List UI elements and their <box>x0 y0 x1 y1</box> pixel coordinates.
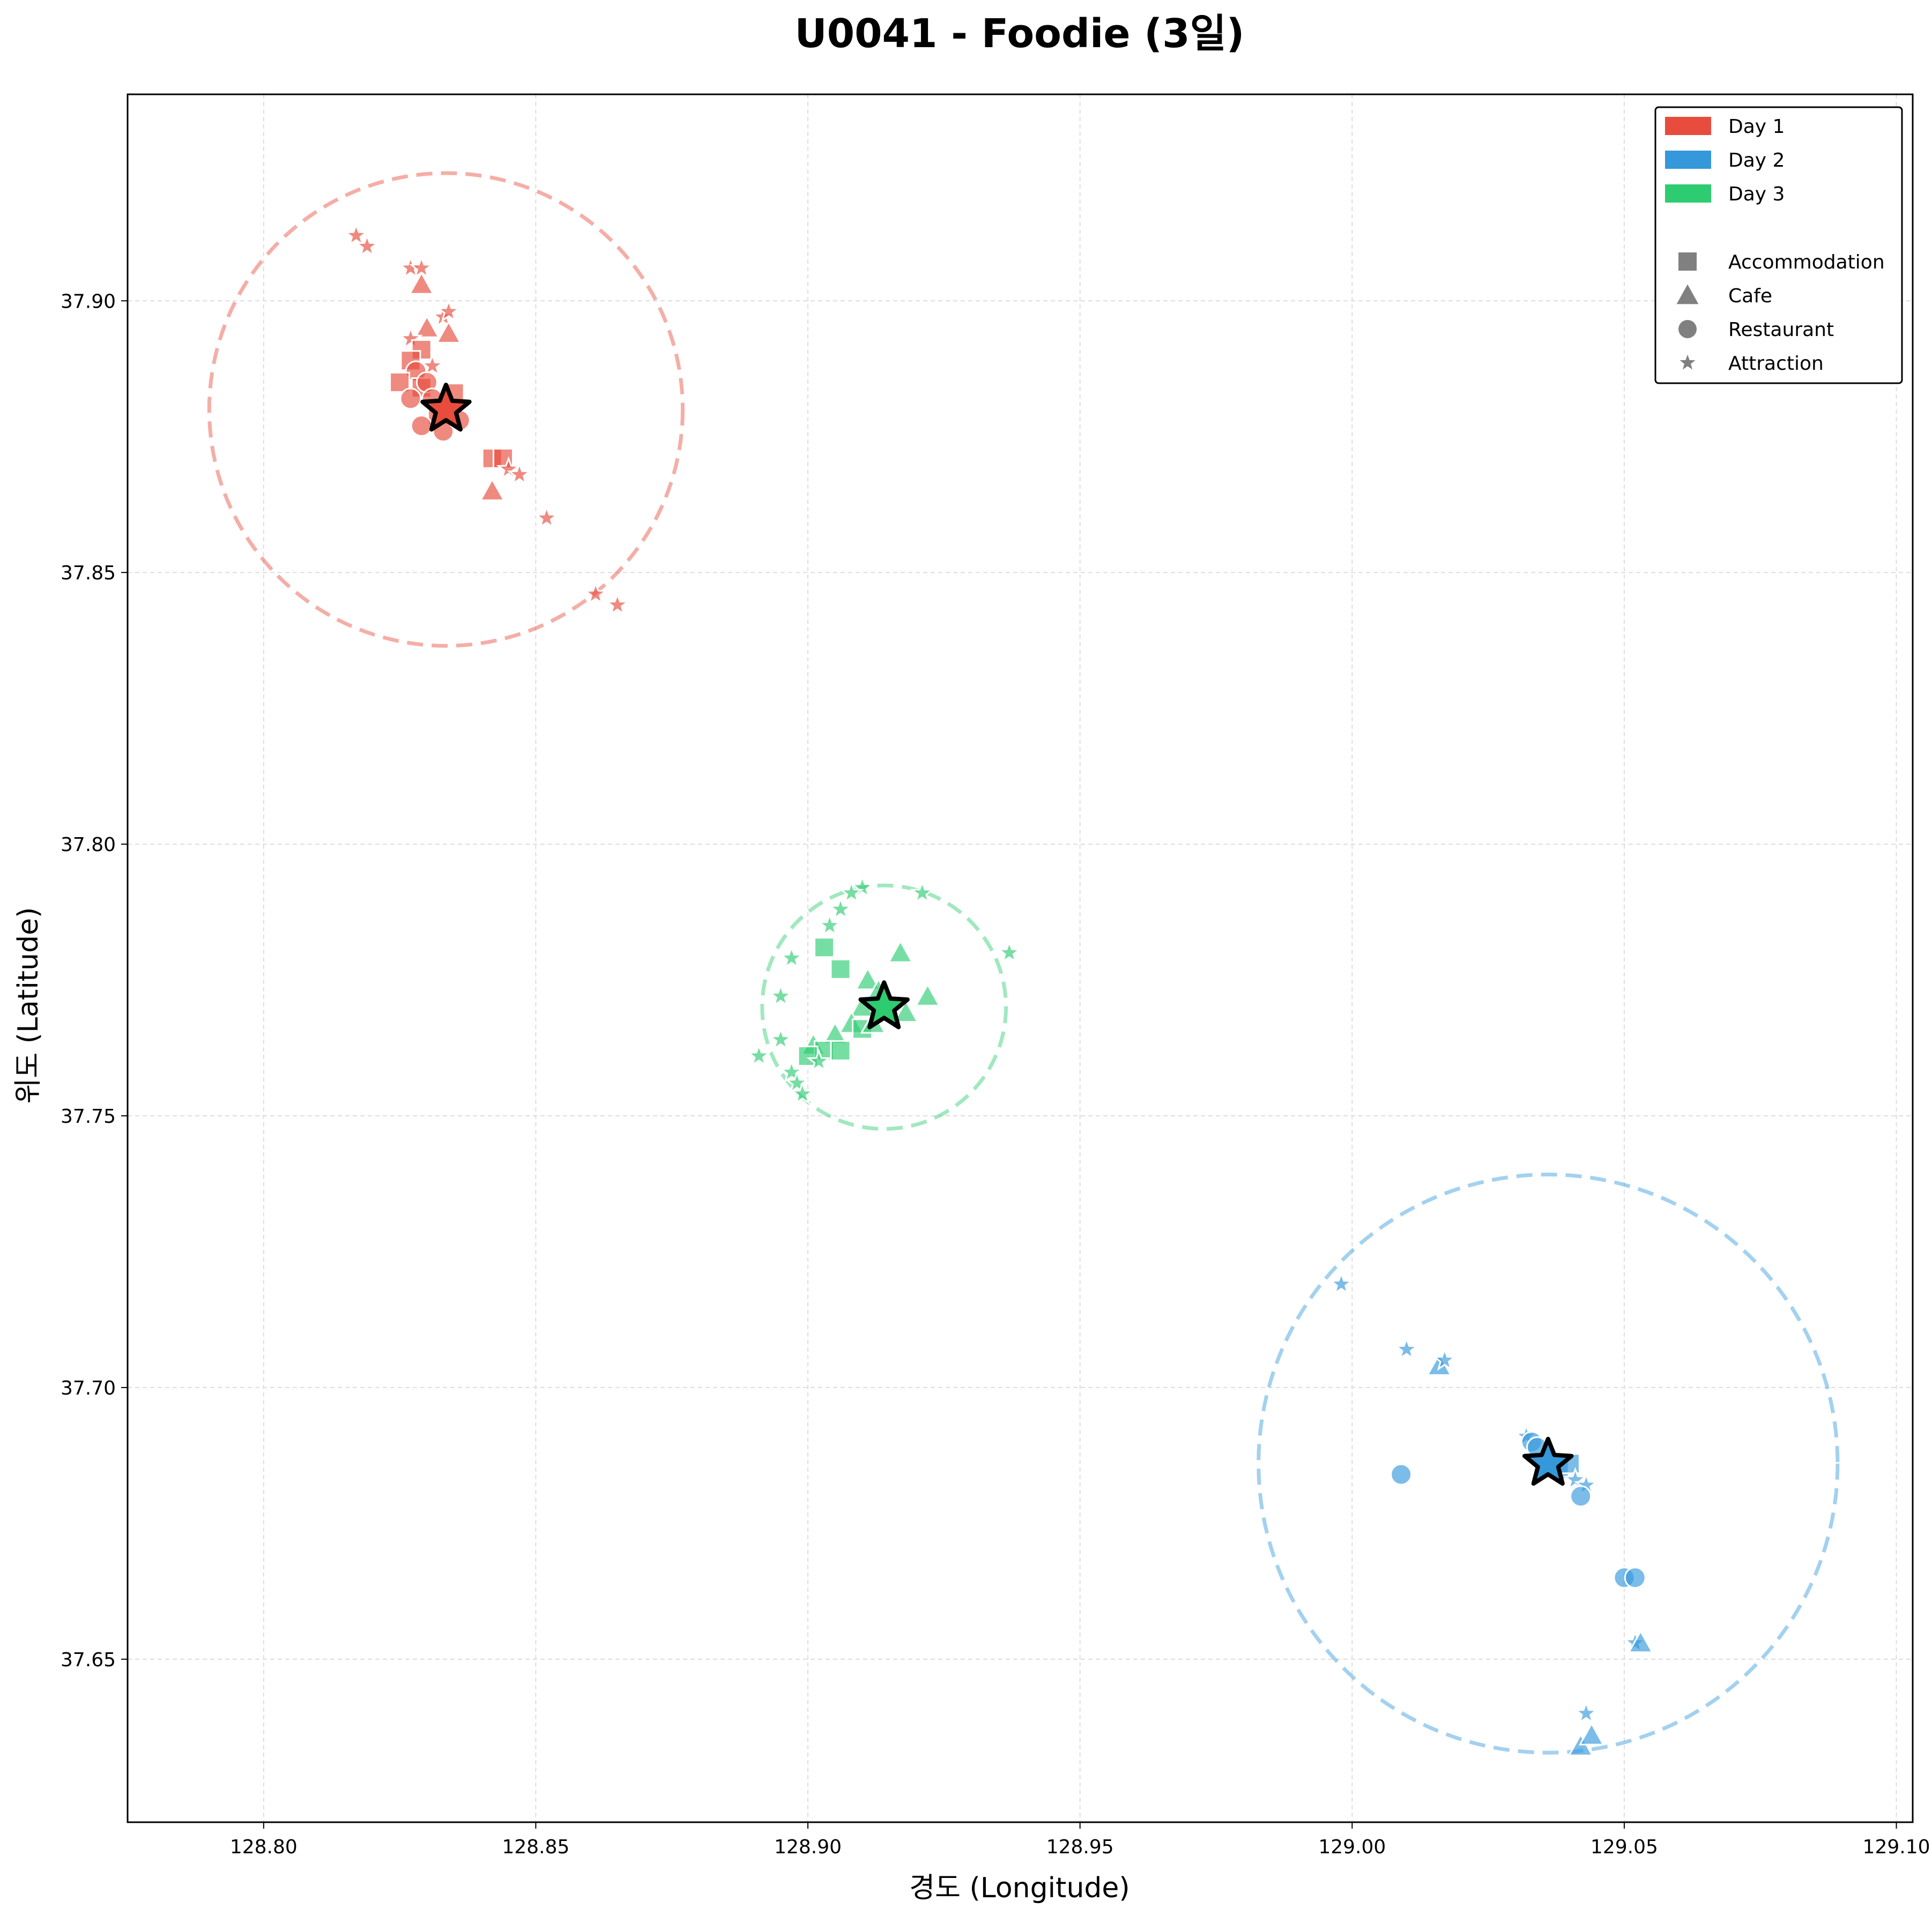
y-tick-label: 37.65 <box>61 1649 116 1671</box>
data-point-triangle <box>479 478 506 501</box>
legend-star-icon <box>1680 354 1696 370</box>
day-radius-circles <box>207 171 1840 1755</box>
data-point-star <box>997 940 1022 964</box>
y-tick-label: 37.80 <box>61 834 116 856</box>
legend-day-label: Day 3 <box>1728 183 1785 205</box>
data-point-triangle <box>1628 1629 1654 1653</box>
data-point-star <box>1394 1336 1419 1360</box>
data-point-star <box>420 353 445 377</box>
data-point-star <box>583 581 608 605</box>
y-tick-label: 37.85 <box>61 562 116 584</box>
data-point-star <box>768 1026 793 1050</box>
x-tick-label: 128.90 <box>774 1836 842 1858</box>
day-radius-circle <box>1257 1173 1840 1755</box>
legend-day-swatch <box>1665 117 1711 135</box>
data-point-triangle <box>1578 1722 1605 1746</box>
data-point-triangle <box>915 983 941 1007</box>
data-point-star <box>1563 1467 1588 1490</box>
data-point-square <box>814 937 835 958</box>
x-axis-label: 경도 (Longitude) <box>909 1872 1130 1904</box>
data-point-triangle <box>408 271 435 295</box>
x-tick-label: 128.95 <box>1046 1836 1114 1858</box>
legend-day-label: Day 2 <box>1728 150 1785 172</box>
data-point-star <box>1329 1271 1354 1295</box>
day-radius-circle <box>760 883 1008 1131</box>
day-center-star <box>858 980 910 1030</box>
chart-title: U0041 - Foodie (3일) <box>794 11 1244 57</box>
legend: Day 1 Day 2 Day 3 Accommodation Cafe Restaura… <box>1654 106 1903 384</box>
data-point-star <box>768 983 793 1007</box>
data-point-star <box>398 325 423 349</box>
data-point-star <box>779 945 804 969</box>
data-point-star <box>344 222 369 247</box>
x-tick-label: 128.85 <box>502 1836 569 1858</box>
data-point-star <box>850 874 875 898</box>
data-point-star <box>839 880 864 904</box>
data-point-circle <box>1390 1463 1413 1486</box>
day-center-markers <box>420 383 1574 1486</box>
x-tick-label: 129.10 <box>1863 1836 1930 1858</box>
legend-box <box>1654 106 1903 384</box>
y-tick-label: 37.70 <box>61 1377 116 1399</box>
data-point-star <box>436 299 462 323</box>
data-point-star <box>1432 1347 1457 1371</box>
y-axis-label: 위도 (Latitude) <box>12 907 44 1104</box>
data-point-star <box>354 233 380 257</box>
data-point-triangle <box>414 315 440 338</box>
data-point-star <box>1573 1700 1599 1724</box>
data-point-triangle <box>893 999 919 1023</box>
axis-ticks: 128.80 128.85 128.90 128.95 129.00 129.05 129.… <box>61 290 1930 1858</box>
data-point-star <box>496 456 521 480</box>
data-point-star <box>534 505 559 529</box>
plot-frame <box>127 93 1914 1823</box>
legend-category-label: Accommodation <box>1728 251 1885 273</box>
data-point-star <box>806 1048 831 1072</box>
day-center-star <box>1522 1436 1574 1486</box>
data-point-square <box>830 1040 851 1061</box>
data-point-star <box>507 461 532 486</box>
data-point-star <box>817 912 842 936</box>
data-point-star <box>910 880 935 904</box>
legend-day-swatch <box>1665 151 1711 169</box>
x-tick-label: 129.05 <box>1591 1836 1658 1858</box>
legend-square-icon <box>1678 252 1697 271</box>
y-tick-label: 37.75 <box>61 1106 116 1128</box>
x-tick-label: 128.80 <box>230 1836 298 1858</box>
data-point-star <box>784 1070 809 1094</box>
data-point-triangle <box>435 320 462 344</box>
data-point-square <box>830 958 851 980</box>
data-point-circle <box>410 414 433 437</box>
legend-category-label: Cafe <box>1728 285 1772 307</box>
data-point-circle <box>1624 1567 1646 1589</box>
day-center-star <box>420 383 472 432</box>
data-point-star <box>779 1059 804 1083</box>
legend-category-label: Attraction <box>1728 353 1824 375</box>
legend-triangle-icon <box>1676 284 1699 304</box>
x-tick-label: 129.00 <box>1318 1836 1386 1858</box>
data-point-star <box>790 1081 815 1105</box>
legend-day-swatch <box>1665 184 1711 203</box>
data-point-triangle <box>854 966 881 990</box>
data-point-circle <box>399 387 422 410</box>
data-point-star <box>605 592 630 616</box>
day-radius-circle <box>207 171 685 648</box>
data-point-star <box>828 896 853 920</box>
data-point-circle <box>1570 1485 1592 1508</box>
data-point-star <box>746 1043 771 1067</box>
data-points <box>344 222 1654 1756</box>
y-tick-label: 37.90 <box>61 290 116 312</box>
data-point-triangle <box>887 940 913 963</box>
legend-circle-icon <box>1678 320 1697 338</box>
legend-day-label: Day 1 <box>1728 116 1785 138</box>
legend-category-label: Restaurant <box>1728 319 1834 341</box>
